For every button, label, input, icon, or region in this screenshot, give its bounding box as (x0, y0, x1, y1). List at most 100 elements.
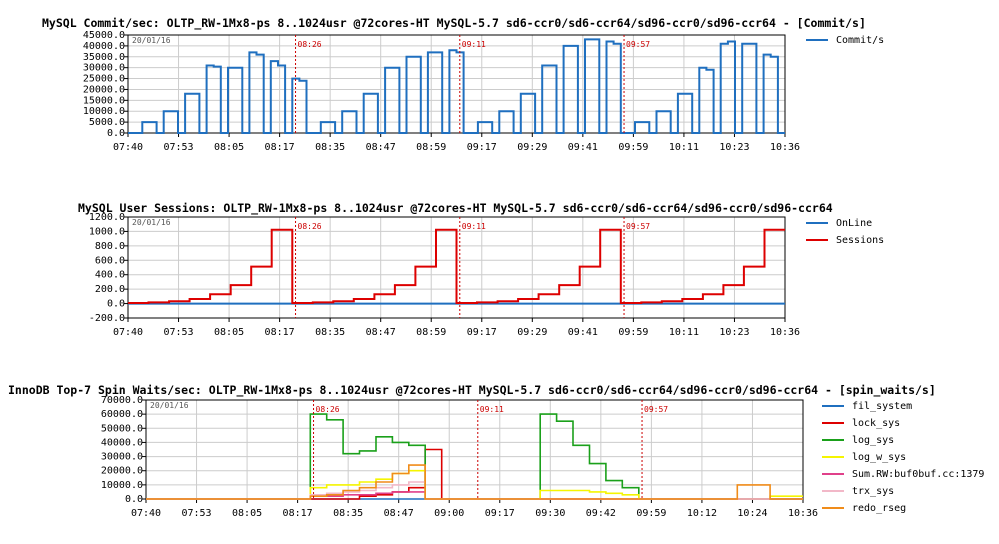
y-tick-label: 35000.0 (83, 52, 125, 63)
x-tick-label: 09:29 (517, 142, 547, 153)
chart-0: MySQL Commit/sec: OLTP_RW-1Mx8-ps 8..102… (42, 16, 884, 153)
legend-label: Sessions (836, 235, 884, 246)
date-stamp: 20/01/16 (132, 218, 171, 227)
y-tick-label: 40000.0 (83, 41, 125, 52)
plot-frame (145, 399, 804, 500)
y-tick-label: 10000.0 (83, 106, 125, 117)
chart-1: MySQL User Sessions: OLTP_RW-1Mx8-ps 8..… (78, 201, 884, 338)
y-tick-label: 25000.0 (83, 74, 125, 85)
x-tick-label: 09:59 (618, 327, 648, 338)
legend-label: trx_sys (852, 486, 894, 497)
y-tick-label: 20000.0 (83, 84, 125, 95)
phase-marker-label: 08:26 (298, 222, 322, 231)
x-tick-label: 07:40 (113, 142, 143, 153)
phase-marker-label: 09:11 (462, 40, 486, 49)
y-tick-label: -200.0 (89, 313, 125, 324)
chart-title: MySQL User Sessions: OLTP_RW-1Mx8-ps 8..… (78, 201, 833, 216)
x-tick-label: 08:05 (214, 327, 244, 338)
x-tick-label: 10:36 (770, 327, 800, 338)
x-tick-label: 09:00 (434, 508, 464, 519)
phase-marker-label: 09:11 (462, 222, 486, 231)
chart-title: MySQL Commit/sec: OLTP_RW-1Mx8-ps 8..102… (42, 16, 866, 31)
x-tick-label: 08:35 (315, 142, 345, 153)
x-tick-label: 09:59 (618, 142, 648, 153)
x-tick-label: 10:23 (719, 327, 749, 338)
x-tick-label: 08:05 (214, 142, 244, 153)
y-tick-label: 40000.0 (101, 437, 143, 448)
x-tick-label: 08:17 (265, 142, 295, 153)
legend-label: Sum.RW:buf0buf.cc:1379 (852, 469, 984, 480)
y-tick-label: 0.0 (107, 128, 125, 139)
y-tick-label: 50000.0 (101, 423, 143, 434)
y-tick-label: 30000.0 (83, 63, 125, 74)
x-tick-label: 08:35 (315, 327, 345, 338)
x-tick-label: 08:17 (265, 327, 295, 338)
y-tick-label: 30000.0 (101, 452, 143, 463)
plot-frame (127, 34, 786, 134)
x-tick-label: 10:12 (687, 508, 717, 519)
series-line-redo-rseg (146, 464, 803, 500)
x-tick-label: 09:41 (568, 327, 598, 338)
x-tick-label: 09:41 (568, 142, 598, 153)
y-tick-label: 800.0 (95, 241, 125, 252)
y-tick-label: 15000.0 (83, 95, 125, 106)
x-tick-label: 07:53 (163, 142, 193, 153)
chart-2: InnoDB Top-7 Spin Waits/sec: OLTP_RW-1Mx… (8, 383, 984, 519)
y-tick-label: 10000.0 (101, 480, 143, 491)
x-tick-label: 08:35 (333, 508, 363, 519)
chart-title: InnoDB Top-7 Spin Waits/sec: OLTP_RW-1Mx… (8, 383, 936, 398)
legend-label: OnLine (836, 218, 872, 229)
y-tick-label: 70000.0 (101, 395, 143, 406)
date-stamp: 20/01/16 (150, 401, 189, 410)
y-tick-label: 20000.0 (101, 466, 143, 477)
x-tick-label: 09:29 (517, 327, 547, 338)
date-stamp: 20/01/16 (132, 36, 171, 45)
y-tick-label: 200.0 (95, 284, 125, 295)
x-tick-label: 09:59 (636, 508, 666, 519)
x-tick-label: 10:23 (719, 142, 749, 153)
x-tick-label: 09:42 (586, 508, 616, 519)
x-tick-label: 07:40 (113, 327, 143, 338)
x-tick-label: 08:17 (283, 508, 313, 519)
phase-marker-label: 09:57 (644, 405, 668, 414)
y-tick-label: 1000.0 (89, 226, 125, 237)
x-tick-label: 07:53 (181, 508, 211, 519)
y-tick-label: 0.0 (125, 494, 143, 505)
legend-label: Commit/s (836, 35, 884, 46)
x-tick-label: 10:36 (770, 142, 800, 153)
y-tick-label: 600.0 (95, 255, 125, 266)
x-tick-label: 08:47 (366, 327, 396, 338)
y-tick-label: 5000.0 (89, 117, 125, 128)
legend-label: redo_rseg (852, 503, 906, 514)
x-tick-label: 08:59 (416, 327, 446, 338)
x-tick-label: 09:17 (467, 327, 497, 338)
y-tick-label: 60000.0 (101, 409, 143, 420)
x-tick-label: 10:11 (669, 327, 699, 338)
phase-marker-label: 09:57 (626, 222, 650, 231)
x-tick-label: 10:24 (737, 508, 767, 519)
x-tick-label: 09:17 (467, 142, 497, 153)
x-tick-label: 08:47 (366, 142, 396, 153)
x-tick-label: 07:40 (131, 508, 161, 519)
x-tick-label: 07:53 (163, 327, 193, 338)
phase-marker-label: 09:57 (626, 40, 650, 49)
x-tick-label: 08:05 (232, 508, 262, 519)
x-tick-label: 10:36 (788, 508, 818, 519)
x-tick-label: 08:59 (416, 142, 446, 153)
y-tick-label: 1200.0 (89, 212, 125, 223)
x-tick-label: 10:11 (669, 142, 699, 153)
x-tick-label: 09:30 (535, 508, 565, 519)
legend-label: log_sys (852, 435, 894, 446)
y-tick-label: 45000.0 (83, 30, 125, 41)
x-tick-label: 09:17 (485, 508, 515, 519)
legend-label: log_w_sys (852, 452, 906, 463)
y-tick-label: 400.0 (95, 270, 125, 281)
legend-label: fil_system (852, 401, 912, 412)
legend-label: lock_sys (852, 418, 900, 429)
phase-marker-label: 08:26 (298, 40, 322, 49)
plot-frame (127, 216, 786, 319)
x-tick-label: 08:47 (384, 508, 414, 519)
y-tick-label: 0.0 (107, 299, 125, 310)
phase-marker-label: 08:26 (316, 405, 340, 414)
